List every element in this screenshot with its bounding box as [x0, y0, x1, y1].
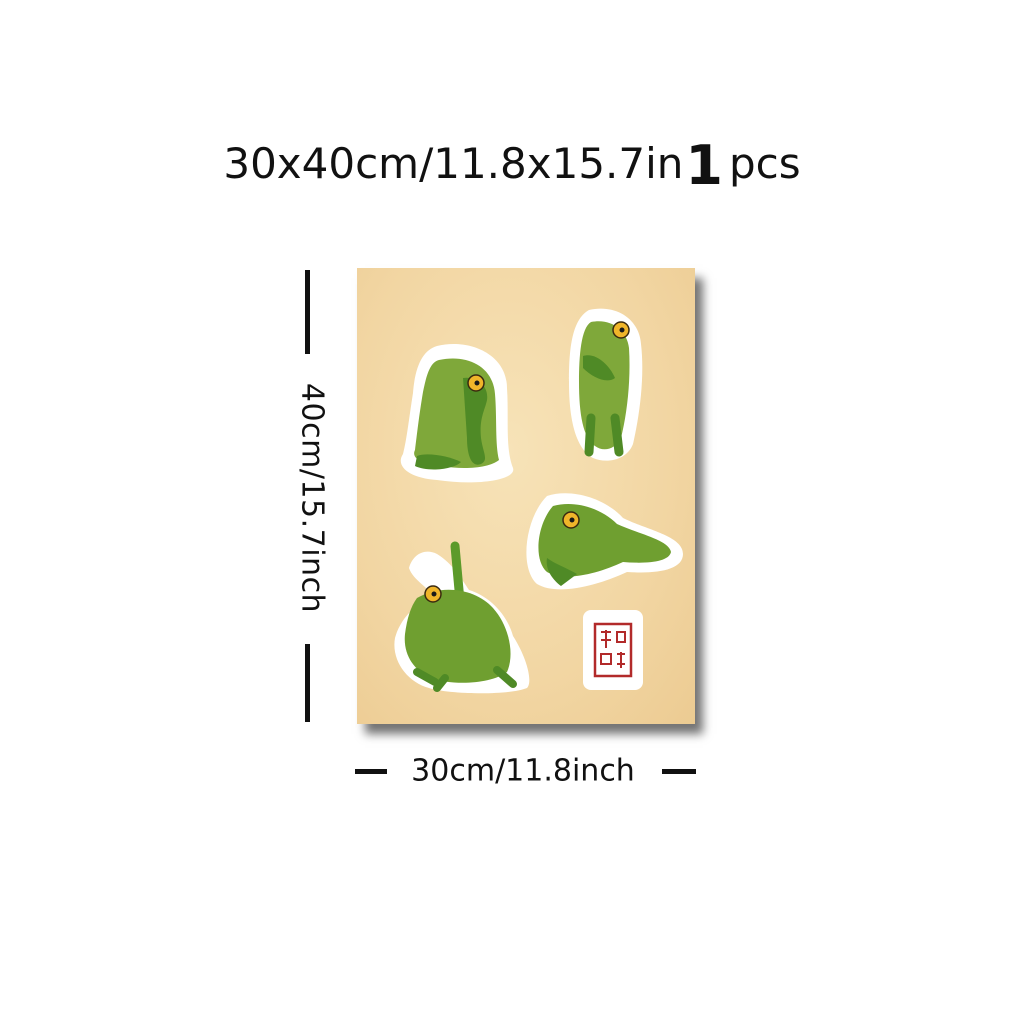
height-dimension-label: 40cm/15.7inch — [294, 382, 330, 614]
product-size-title: 30x40cm/11.8x15.7in1 pcs — [0, 138, 1024, 193]
width-dimension-label: 30cm/11.8inch — [411, 753, 635, 789]
red-seal-stamp — [583, 610, 643, 690]
frog-sticker-standing — [569, 308, 643, 461]
quantity-number: 1 — [685, 134, 723, 197]
height-dimension-bar-bottom — [305, 644, 310, 722]
width-dimension-bar-right — [662, 769, 696, 774]
quantity-unit: pcs — [729, 139, 801, 188]
frog-sticker-side-plank — [394, 541, 530, 694]
frog-sticker-seated — [400, 343, 514, 483]
size-text: 30x40cm/11.8x15.7in — [223, 139, 684, 188]
frog-sticker-stretch — [526, 493, 683, 590]
sticker-poster — [357, 268, 695, 724]
width-dimension-bar-left — [355, 769, 387, 774]
height-dimension-bar-top — [305, 270, 310, 354]
poster-artwork — [394, 308, 683, 694]
